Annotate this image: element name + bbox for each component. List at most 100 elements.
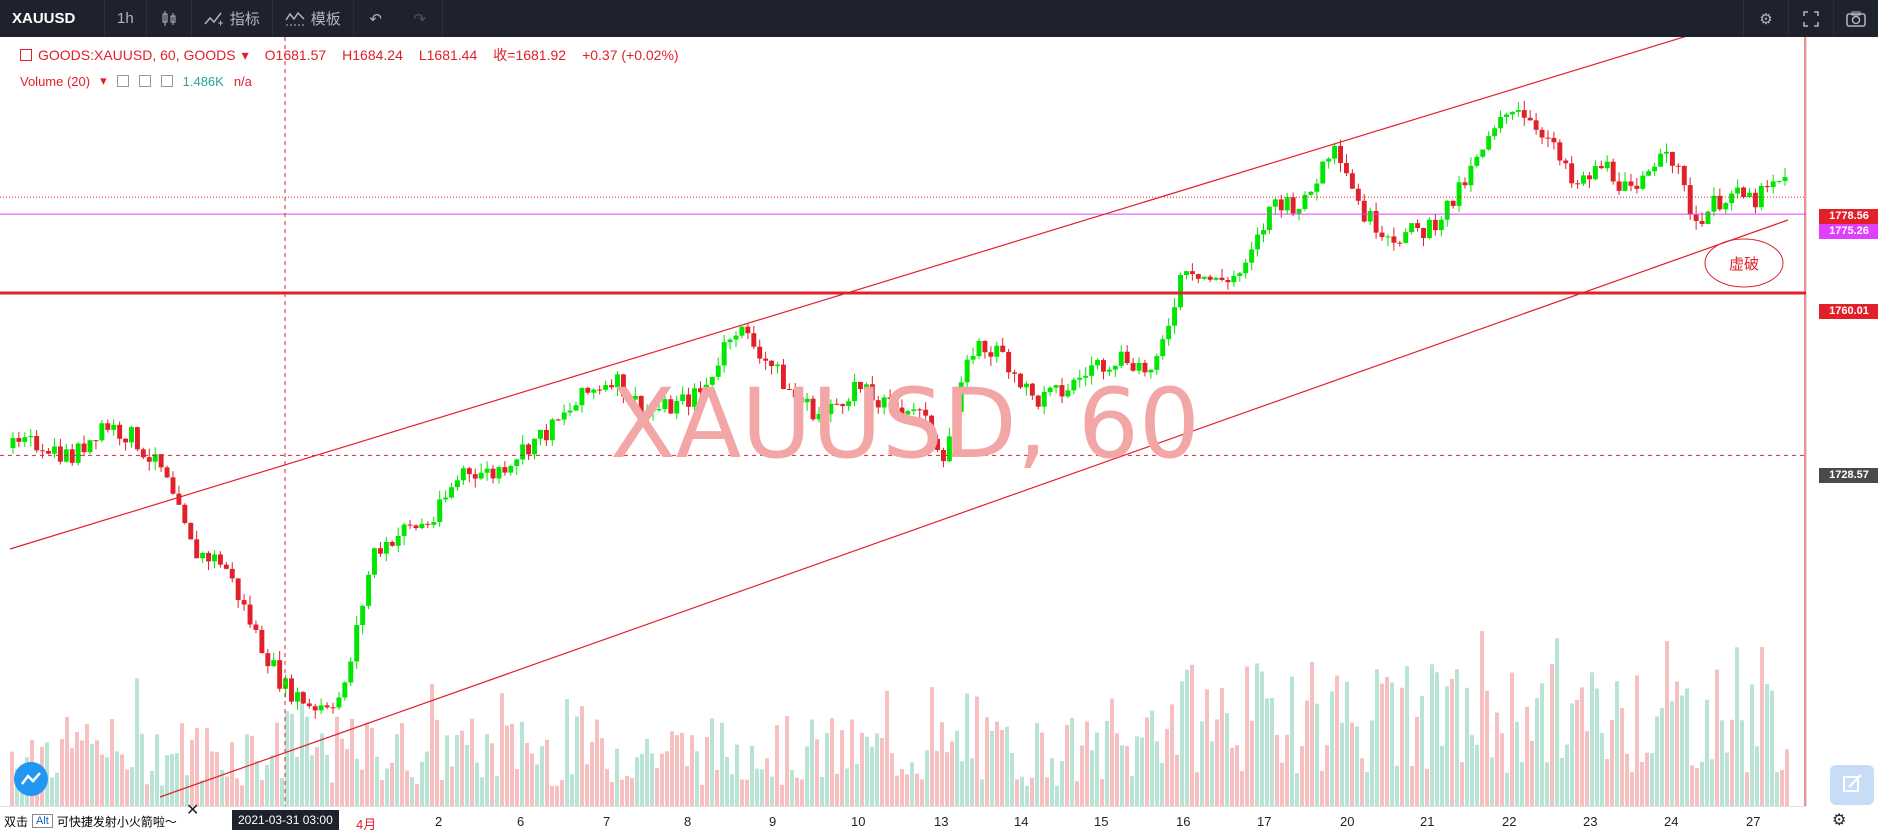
volume-bar [1080,745,1084,806]
chevron-down-icon[interactable]: ▾ [100,73,107,88]
volume-bar [1215,719,1219,806]
eye-icon[interactable] [116,75,129,87]
candle-body [1646,171,1652,176]
volume-bar [1035,722,1039,806]
volume-bar [1550,664,1554,806]
candle-body [775,364,780,367]
volume-bar [1185,669,1189,806]
chart-pane[interactable]: XAUUSD, 60 虚破 [0,37,1806,806]
volume-bar [400,722,404,806]
undo-button[interactable]: ↶ [354,0,398,37]
volume-bar [1120,745,1124,806]
candle-body [46,450,51,454]
volume-bar [770,776,774,806]
volume-bar [235,778,239,806]
candle-body [502,467,508,473]
volume-bar [180,723,184,806]
time-axis[interactable]: 4月 2 6 7 8 9 10 13 14 15 16 17 20 21 22 23 24 27 2021-03-3… [0,806,1806,834]
edit-icon[interactable] [1830,765,1874,805]
candle-body [294,692,300,702]
candle-body [164,467,170,478]
volume-bar [1575,699,1579,806]
price-axis[interactable]: 1778.56 1775.26 1760.01 1728.57 [1806,37,1878,806]
candle-body [10,437,16,448]
volume-bar [240,785,244,806]
chevron-down-icon[interactable]: ▾ [241,46,249,63]
candle-body [1415,223,1421,228]
volume-bar [1130,776,1134,806]
volume-bar [185,775,189,806]
volume-bar [1555,638,1559,806]
candle-body [1444,200,1450,220]
templates-button[interactable]: 模板 [273,0,354,37]
candle-body [1018,373,1023,388]
settings-button[interactable]: ⚙ [1743,0,1789,37]
candle-body [1148,369,1154,373]
volume-bar [615,748,619,806]
legend-symbol[interactable]: GOODS:XAUUSD, 60, GOODS ▾ [20,47,249,64]
volume-bar [1460,762,1464,806]
symbol-button[interactable]: XAUUSD [0,0,105,37]
gear-icon[interactable]: ⚙ [1832,812,1847,829]
volume-bar [1615,681,1619,806]
candle-body [1592,165,1598,180]
fullscreen-button[interactable] [1789,0,1834,37]
volume-bar [1675,681,1679,806]
candle-body [1059,385,1065,397]
volume-bar [1250,720,1254,806]
volume-legend: Volume (20) ▾ 1.486K n/a [20,73,252,89]
volume-bar [375,756,379,806]
close-icon[interactable] [160,75,173,87]
candle-body [466,468,472,475]
candle-body [134,427,140,450]
volume-bar [625,775,629,806]
time-label: 21 [1420,814,1435,829]
legend-close: 收=1681.92 [493,47,567,63]
candle-body [863,384,869,390]
volume-bar [290,713,294,806]
candle-body [792,389,798,398]
volume-bar [1140,737,1144,806]
candle-body [1717,195,1723,210]
candle-body [1628,181,1634,186]
candle-body [1349,173,1355,189]
snapshot-button[interactable] [1834,0,1878,37]
candle-body [1379,232,1385,238]
candle-body [1041,391,1047,407]
settings-icon[interactable] [138,75,151,87]
candle-body [366,574,372,606]
collapse-icon[interactable] [20,49,32,61]
watermark-text: XAUUSD, 60 [610,368,1200,480]
volume-label[interactable]: Volume (20) [20,73,91,89]
indicators-button[interactable]: 指标 [192,0,273,37]
candle-body [650,410,656,412]
volume-bar [620,779,624,806]
price-chart[interactable]: XAUUSD, 60 虚破 [0,37,1806,806]
volume-bar [760,769,764,806]
volume-bar [1745,772,1749,806]
chart-type-button[interactable] [147,0,192,37]
candle-body [129,427,134,443]
candle-body [858,381,863,390]
volume-bar [810,719,814,806]
volume-bar [1775,772,1779,806]
volume-bar [500,693,504,806]
candle-body [537,429,543,439]
close-icon[interactable]: ✕ [186,802,200,819]
candle-body [330,707,336,709]
interval-button[interactable]: 1h [105,0,147,37]
candle-body [229,568,235,579]
candle-body [597,389,603,391]
candle-body [940,449,946,462]
candle-body [929,415,935,439]
volume-bar [1395,765,1399,806]
volume-bar [270,755,274,806]
candle-body [620,374,626,397]
candle-body [176,493,182,505]
volume-bar [1445,686,1449,806]
interval-label: 1h [117,10,134,27]
logo-icon[interactable] [14,762,48,796]
volume-bar [1560,757,1564,806]
volume-bar [785,716,789,806]
redo-button[interactable]: ↷ [398,0,443,37]
